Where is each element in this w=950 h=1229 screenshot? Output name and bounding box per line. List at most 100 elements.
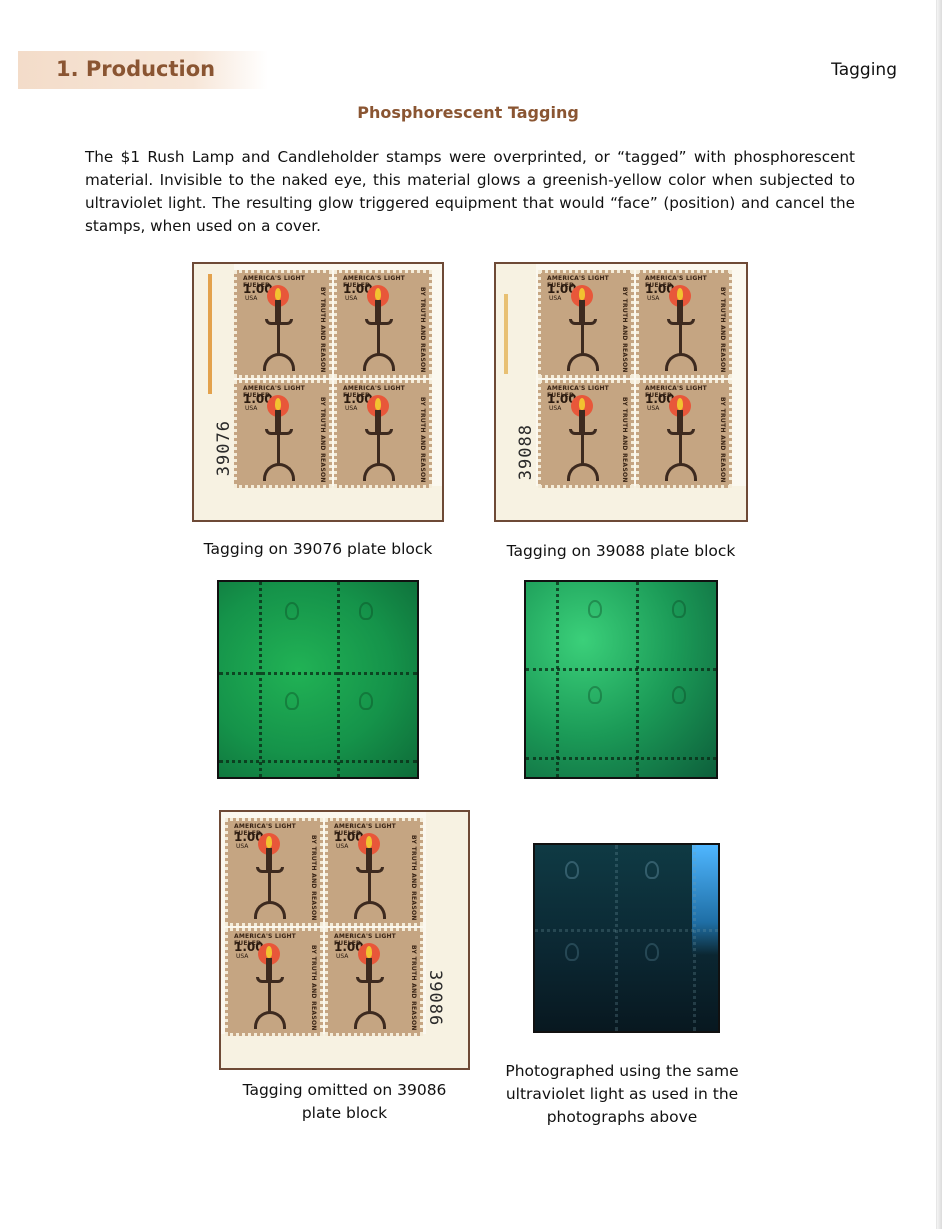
stamp: AMERICA'S LIGHT FUELED 1.00 USA BY TRUTH… [325,928,423,1036]
legs-icon [254,901,286,919]
intro-paragraph: The $1 Rush Lamp and Candleholder stamps… [85,148,855,235]
stem-icon [268,983,271,1013]
plate-number: 39086 [425,970,445,1027]
legs-icon [354,1011,386,1029]
perforation [535,929,718,932]
holder-icon [265,319,293,325]
stamp: AMERICA'S LIGHT FUELED 1.00 USA BY TRUTH… [636,380,732,488]
stamp: AMERICA'S LIGHT FUELED 1.00 USA BY TRUTH… [234,270,332,378]
holder-icon [365,429,393,435]
color-bar [208,274,212,394]
perforation [556,582,559,777]
stamp-side-text: BY TRUTH AND REASON [410,945,417,1031]
ghost-flame-icon [588,686,602,704]
perforation [219,760,417,763]
stamp-side-text: BY TRUTH AND REASON [419,287,426,373]
caption-block-39086: Tagging omitted on 39086 plate block [219,1079,470,1125]
legs-icon [363,463,395,481]
stamp-side-text: BY TRUTH AND REASON [621,287,628,373]
candle-icon [266,958,272,980]
stamp-country: USA [345,405,358,412]
stamp-side-text: BY TRUTH AND REASON [621,397,628,483]
holder-icon [356,977,384,983]
stamp-side-text: BY TRUTH AND REASON [719,287,726,373]
caption-uv-note: Photographed using the same ultraviolet … [496,1060,748,1129]
legs-icon [254,1011,286,1029]
perforation [219,672,417,675]
margin-glow [692,845,718,955]
stamp: AMERICA'S LIGHT FUELED 1.00 USA BY TRUTH… [325,818,423,926]
stamp-top-text: AMERICA'S LIGHT FUELED [343,385,405,399]
stamp-top-text: AMERICA'S LIGHT FUELED [243,385,305,399]
stamp-top-text: AMERICA'S LIGHT FUELED [547,275,609,289]
stamp: AMERICA'S LIGHT FUELED 1.00 USA BY TRUTH… [334,270,432,378]
stamp-side-text: BY TRUTH AND REASON [310,835,317,921]
stamp-value: 1.00 [334,940,364,954]
perforation [693,845,696,1031]
flame-icon [375,398,381,410]
stamp-country: USA [549,295,562,302]
legs-icon [567,463,599,481]
candle-icon [579,410,585,432]
topic-label: Tagging [831,60,897,80]
color-bar [504,294,508,374]
candle-icon [275,300,281,322]
stem-icon [581,325,584,355]
ghost-flame-icon [588,600,602,618]
candle-icon [266,848,272,870]
stem-icon [268,873,271,903]
holder-icon [265,429,293,435]
holder-icon [667,319,695,325]
perforation [636,582,639,777]
stamp-value: 1.00 [547,282,577,296]
section-title: 1. Production [56,57,216,81]
plate-number: 39076 [214,420,234,477]
plate-margin [426,812,468,1068]
stamp-country: USA [336,843,349,850]
stem-icon [679,325,682,355]
caption-line: plate block [301,1104,388,1122]
holder-icon [667,429,695,435]
caption-block-39076: Tagging on 39076 plate block [203,540,433,558]
caption-line: ultraviolet light as used in the [505,1085,739,1103]
holder-icon [256,977,284,983]
stamp: AMERICA'S LIGHT FUELED 1.00 USA BY TRUTH… [225,928,323,1036]
stem-icon [377,325,380,355]
plate-margin [496,486,746,520]
caption-line: Tagging omitted on 39086 [242,1081,447,1099]
stamp-value: 1.00 [243,282,273,296]
stamp-top-text: AMERICA'S LIGHT FUELED [243,275,305,289]
stamp-country: USA [236,843,249,850]
legs-icon [354,901,386,919]
candle-icon [677,410,683,432]
ghost-flame-icon [672,600,686,618]
perforation [337,582,340,777]
caption-line: Photographed using the same [505,1062,739,1080]
stamp-top-text: AMERICA'S LIGHT FUELED [645,385,707,399]
stamp-value: 1.00 [645,282,675,296]
stem-icon [277,435,280,465]
ghost-flame-icon [672,686,686,704]
stamp: AMERICA'S LIGHT FUELED 1.00 USA BY TRUTH… [538,380,634,488]
page-heading: Phosphorescent Tagging [357,103,579,122]
stamp-side-text: BY TRUTH AND REASON [419,397,426,483]
candle-icon [375,410,381,432]
holder-icon [356,867,384,873]
stamp-country: USA [245,405,258,412]
flame-icon [275,288,281,300]
stamp-side-text: BY TRUTH AND REASON [319,397,326,483]
holder-icon [365,319,393,325]
plate-margin [221,1034,468,1068]
holder-icon [569,429,597,435]
ghost-flame-icon [359,602,373,620]
flame-icon [579,288,585,300]
candle-icon [275,410,281,432]
stamp-side-text: BY TRUTH AND REASON [410,835,417,921]
plate-margin [496,264,536,520]
uv-photo-39086 [533,843,720,1033]
plate-block-39086: 39086 AMERICA'S LIGHT FUELED 1.00 USA BY… [219,810,470,1070]
candle-icon [677,300,683,322]
stamp-top-text: AMERICA'S LIGHT FUELED [234,823,296,837]
stamp: AMERICA'S LIGHT FUELED 1.00 USA BY TRUTH… [538,270,634,378]
stem-icon [368,983,371,1013]
